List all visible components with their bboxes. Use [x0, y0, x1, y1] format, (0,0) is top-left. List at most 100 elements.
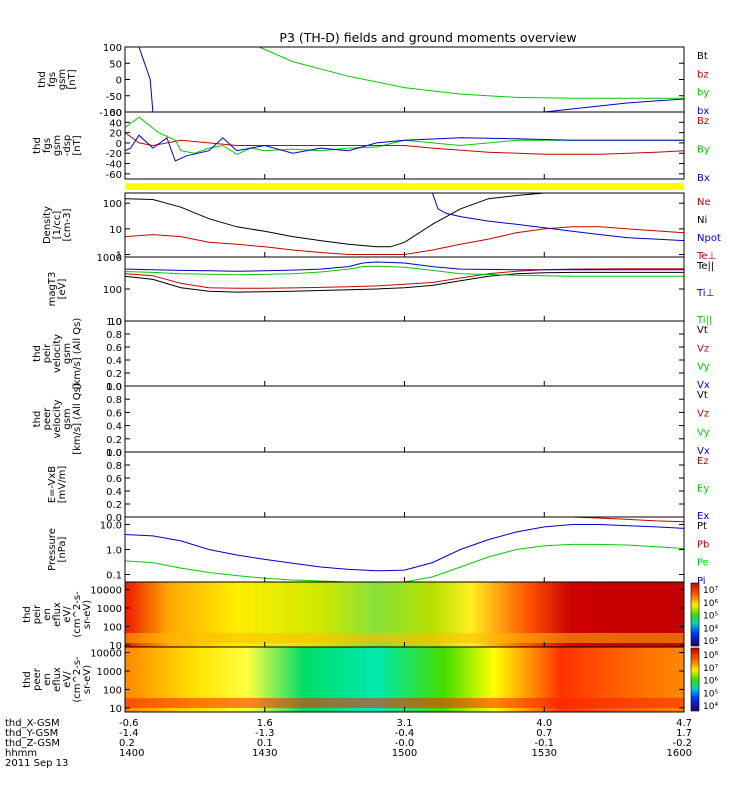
y-axis-label: en — [42, 608, 53, 621]
y-tick-label: 0.8 — [106, 330, 122, 341]
panel-frame — [124, 320, 685, 387]
panel-frame — [124, 192, 685, 258]
panel-frame — [124, 256, 685, 322]
series-line-Te⊥ — [124, 268, 684, 289]
y-axis-label: peir — [32, 604, 43, 624]
y-tick-label: -40 — [106, 160, 122, 171]
y-tick-label: -50 — [106, 92, 122, 103]
y-axis-label: [km/s] (All Qs) — [72, 383, 83, 455]
colorbar-tick-label: 10⁸ — [703, 651, 718, 661]
colorbar-tick-label: 10⁴ — [703, 624, 718, 634]
y-tick-label: 50 — [109, 59, 122, 70]
y-axis-label: velocity — [52, 334, 63, 373]
series-line-by — [259, 46, 684, 99]
y-tick-label: 0.0 — [106, 448, 122, 459]
y-tick-label: 0 — [116, 139, 122, 150]
time-axis-row-label: hhmm — [5, 748, 37, 759]
colorbar-tick-label: 10⁴ — [703, 702, 718, 712]
y-tick-label: 0.8 — [106, 461, 122, 472]
legend-label: Vz — [697, 409, 709, 420]
y-axis-label: (cm^2-s- — [72, 656, 83, 703]
y-axis-label: [1/cc] — [52, 211, 63, 240]
time-axis-value: -0.0 — [395, 738, 415, 749]
series-line-Ti⊥ — [124, 261, 684, 272]
time-axis-value: 0.1 — [257, 738, 273, 749]
legend-label: Ey — [697, 484, 709, 495]
series-line-Ti|| — [124, 265, 684, 277]
y-tick-label: 10 — [109, 641, 122, 652]
time-axis-value: 0.2 — [119, 738, 135, 749]
y-tick-label: 1000 — [97, 667, 122, 678]
series-line-By — [124, 116, 684, 155]
y-axis-label: Density — [42, 206, 53, 244]
y-axis-label: [nT] — [72, 135, 83, 155]
legend-label: Bx — [697, 173, 710, 184]
legend-label: Vx — [697, 446, 710, 457]
y-axis-label: eV/ — [62, 671, 73, 688]
y-tick-label: -60 — [106, 170, 122, 181]
time-axis-row-label: thd_Y-GSM — [5, 728, 58, 739]
time-axis-value: 4.7 — [676, 718, 692, 729]
legend-label: Bz — [697, 116, 709, 127]
y-tick-label: 0.0 — [106, 513, 122, 524]
time-axis-value: 1.7 — [676, 728, 692, 739]
y-tick-label: 0.2 — [106, 435, 122, 446]
legend-label: Vt — [697, 325, 708, 336]
legend-label: Ez — [697, 456, 709, 467]
y-tick-label: 40 — [109, 118, 122, 129]
y-tick-label: 10.0 — [100, 521, 122, 532]
legend-label: Te|| — [696, 261, 714, 272]
y-tick-label: 1000 — [97, 604, 122, 615]
panel-peir-velocity: Vt Vz Vy Vx 1.0 0.8 0.6 0.4 0.2 0.0 thd peir velocit… — [32, 317, 710, 393]
y-axis-label: gsm — [57, 69, 68, 90]
time-axis-value: -0.2 — [672, 738, 692, 749]
series-line-Ne — [124, 226, 685, 255]
y-axis-label: [nT] — [67, 69, 78, 89]
y-tick-label: 1 — [116, 251, 122, 262]
colorbar-peer-eflux: 10⁸ 10⁷ 10⁶ 10⁵ 10⁴ — [690, 647, 718, 712]
colorbar-tick-label: 10⁷ — [703, 586, 718, 596]
y-axis-label: eflux — [52, 667, 63, 692]
y-axis-label: thd — [22, 606, 33, 623]
colorbar-peir-eflux: 10⁷ 10⁶ 10⁵ 10⁴ 10³ — [690, 582, 718, 647]
time-axis-value: 1500 — [392, 748, 417, 759]
legend-label: Vx — [697, 380, 710, 391]
y-tick-label: 1.0 — [106, 382, 122, 393]
legend-label: Ti|| — [696, 315, 712, 326]
y-axis-label: gsm — [52, 135, 63, 156]
y-tick-label: 0.4 — [106, 487, 122, 498]
legend-label: Ni — [697, 215, 707, 226]
legend-label: bx — [697, 106, 709, 117]
legend-label: Bt — [697, 51, 708, 62]
panel-peir-eflux: 10⁷ 10⁶ 10⁵ 10⁴ 10³ 10000 1000 100 10 thd peir en ef… — [22, 581, 718, 652]
legend-label: bz — [697, 69, 709, 80]
colorbar-tick-label: 10⁷ — [703, 664, 718, 674]
y-axis-label: thd — [32, 345, 43, 362]
y-tick-label: 60 — [109, 108, 122, 119]
time-axis-value: 1400 — [119, 748, 144, 759]
time-axis-value: 4.0 — [536, 718, 552, 729]
panel-frame — [124, 385, 685, 453]
time-axis-value: -0.6 — [119, 718, 139, 729]
time-axis-value: 1.6 — [257, 718, 273, 729]
y-axis-label: [cm-3] — [62, 208, 73, 241]
y-axis-label: [km/s] (All Qs) — [72, 318, 83, 390]
series-line-Bz — [124, 132, 685, 155]
heatmap-low-band — [125, 633, 684, 643]
panel-frame — [124, 451, 685, 518]
legend-label: Ne — [697, 197, 711, 208]
y-tick-label: -20 — [106, 149, 122, 160]
y-tick-label: 1.0 — [106, 317, 122, 328]
y-axis-label: [eV] — [57, 279, 68, 300]
y-tick-label: 1.0 — [106, 448, 122, 459]
y-tick-label: 0.0 — [106, 382, 122, 393]
time-axis-value: 0.7 — [536, 728, 552, 739]
colorbar-tick-label: 10⁶ — [703, 677, 718, 687]
y-tick-label: 100 — [103, 43, 122, 54]
y-tick-label: 10 — [109, 225, 122, 236]
series-line-Te|| — [124, 271, 684, 293]
legend-label: Pt — [697, 521, 707, 532]
colorbar-strip — [690, 582, 700, 647]
